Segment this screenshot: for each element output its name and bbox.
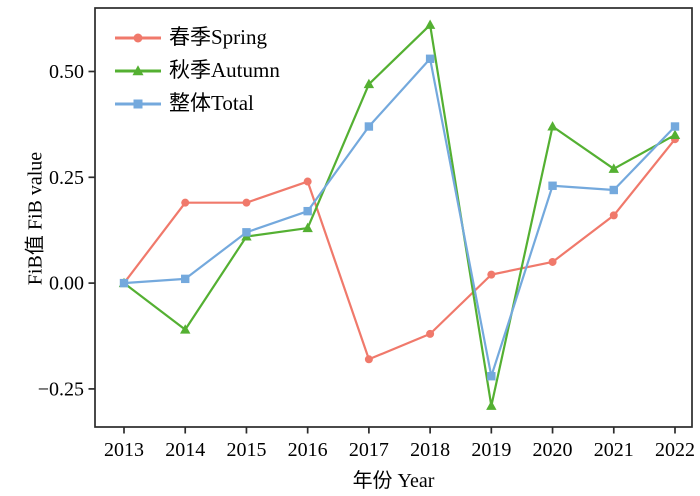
data-point-triangle	[669, 129, 681, 139]
data-point-circle	[303, 177, 312, 186]
data-point-triangle	[302, 222, 313, 233]
data-point-triangle	[424, 19, 436, 29]
legend-label-spring: 春季Spring	[169, 25, 268, 49]
x-tick-label: 2016	[288, 439, 328, 461]
x-tick-label: 2018	[410, 439, 450, 461]
data-point-circle	[181, 198, 190, 207]
data-point-circle	[364, 355, 373, 364]
legend-label-total: 整体Total	[169, 91, 254, 115]
series-circle	[120, 135, 679, 364]
data-point-circle	[609, 211, 618, 220]
x-axis: 2013 2014 2015 2016 2017 2018 2019 2020 2021 2022	[104, 427, 695, 461]
total-line-sample	[115, 99, 161, 108]
legend-item-total: 整体Total	[114, 87, 280, 120]
x-tick-label: 2014	[165, 439, 205, 461]
y-axis: 0.50 0.25 0.00 −0.25	[38, 61, 95, 400]
x-tick-label: 2019	[471, 439, 511, 461]
data-point-square	[609, 185, 618, 195]
y-axis-title: FiB值 FiB value	[24, 151, 47, 286]
x-tick-label: 2017	[349, 439, 389, 461]
x-tick-label: 2022	[655, 439, 695, 461]
data-point-square	[364, 122, 374, 131]
data-point-square	[303, 206, 312, 216]
data-point-circle	[426, 329, 435, 338]
y-tick-label: 0.25	[49, 167, 84, 189]
data-point-square	[670, 122, 680, 131]
data-point-circle	[548, 257, 557, 266]
x-tick-label: 2015	[226, 439, 266, 461]
legend-label-autumn: 秋季Autumn	[169, 58, 280, 82]
plot-border	[94, 7, 693, 428]
data-point-triangle	[180, 324, 191, 334]
data-point-square	[242, 228, 251, 237]
x-axis-title: 年份 Year	[352, 470, 435, 492]
data-point-square	[425, 54, 435, 63]
data-point-square	[181, 274, 190, 284]
spring-line-sample	[115, 33, 161, 42]
legend-item-autumn: 秋季Autumn	[114, 54, 280, 87]
data-point-triangle	[547, 121, 558, 131]
x-tick-label: 2020	[533, 439, 573, 461]
legend: 春季Spring 秋季Autumn 整体Total	[114, 21, 280, 120]
data-point-circle	[487, 270, 496, 279]
circle-marker-icon	[133, 33, 143, 42]
data-point-square	[119, 278, 129, 288]
data-point-triangle	[608, 163, 619, 173]
y-tick-label: 0.00	[49, 273, 84, 295]
series-line	[123, 138, 676, 361]
data-point-circle	[242, 198, 251, 207]
x-tick-label: 2013	[104, 439, 144, 461]
series-line	[123, 57, 676, 378]
x-tick-label: 2021	[594, 439, 634, 461]
data-point-square	[487, 372, 496, 381]
data-point-triangle	[363, 78, 375, 89]
square-marker-icon	[133, 99, 143, 108]
triangle-marker-icon	[132, 64, 144, 75]
series-line	[123, 23, 676, 407]
legend-item-spring: 春季Spring	[114, 21, 280, 54]
series-square	[119, 54, 680, 381]
series-triangle	[118, 19, 681, 410]
data-point-triangle	[486, 400, 497, 410]
y-tick-label: −0.25	[38, 378, 84, 400]
y-tick-label: 0.50	[49, 61, 84, 83]
autumn-line-sample	[115, 64, 161, 75]
data-point-square	[548, 181, 557, 190]
